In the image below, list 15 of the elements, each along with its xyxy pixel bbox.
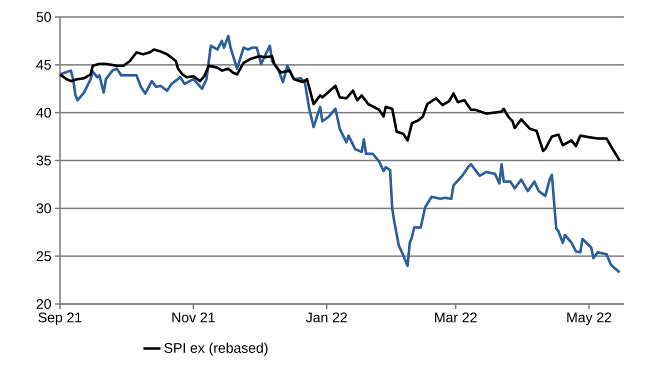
x-tick-label: Mar 22: [435, 312, 477, 322]
line-series: [58, 48, 621, 162]
y-tick-label: 50: [36, 12, 51, 22]
legend-label: SPI ex (rebased): [164, 342, 268, 356]
line-series: [58, 34, 621, 274]
x-tick-label: Nov 21: [172, 312, 215, 322]
y-tick-label: 30: [36, 203, 51, 214]
y-tick-label: 20: [36, 299, 51, 309]
x-tick-label: Sep 21: [38, 312, 82, 326]
y-tick-label: 25: [36, 251, 51, 262]
y-tick-label: 40: [36, 108, 51, 118]
y-tick-label: 35: [36, 156, 51, 166]
x-tick-label: May 22: [567, 312, 612, 326]
x-tick-label: Jan 22: [306, 312, 347, 322]
y-tick-label: 45: [36, 60, 51, 70]
